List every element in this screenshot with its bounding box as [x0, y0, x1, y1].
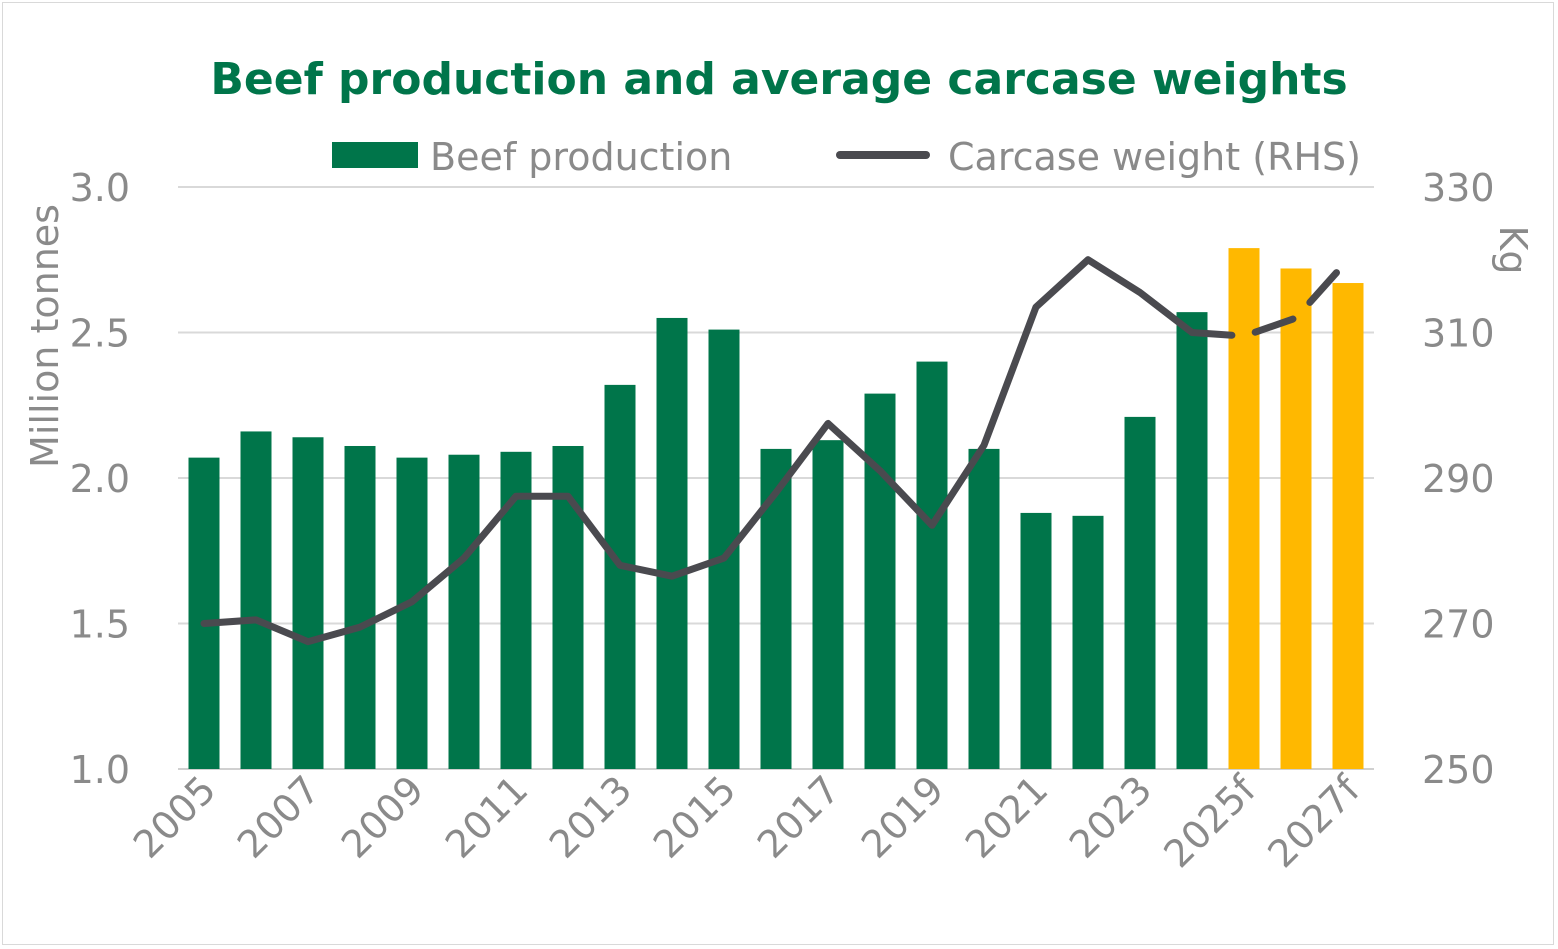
- bar-2010: [448, 454, 480, 769]
- carcase-weight-line: [200, 256, 1352, 646]
- bars: [188, 248, 1364, 770]
- y-tick-label-right: 310: [1422, 312, 1495, 356]
- bar-2025f: [1228, 248, 1260, 770]
- y-tick-label-left: 1.0: [70, 748, 130, 792]
- bar-2026f: [1280, 268, 1312, 769]
- bar-2017: [812, 440, 844, 769]
- y-axis-left-label: Million tonnes: [23, 204, 67, 468]
- x-tick-label: 2009: [333, 767, 433, 867]
- bar-2021: [1020, 512, 1052, 769]
- bar-2022: [1072, 515, 1104, 769]
- bar-2008: [344, 445, 376, 769]
- legend-swatch-beef-production: [332, 142, 418, 168]
- bar-2019: [916, 361, 948, 769]
- y-tick-label-right: 270: [1422, 603, 1495, 647]
- y-tick-label-right: 330: [1422, 166, 1495, 210]
- carcase-weight-line-forecast: [1188, 256, 1352, 340]
- bar-2027f: [1332, 283, 1364, 769]
- bar-2006: [240, 431, 272, 769]
- legend-label-beef-production: Beef production: [430, 135, 732, 179]
- y-tick-label-left: 2.0: [70, 457, 130, 501]
- legend-label-carcase-weight: Carcase weight (RHS): [948, 135, 1361, 179]
- y-tick-label-right: 250: [1422, 748, 1495, 792]
- x-tick-label: 2025f: [1155, 766, 1265, 876]
- x-tick-label: 2019: [853, 767, 953, 867]
- y-tick-label-right: 290: [1422, 457, 1495, 501]
- carcase-weight-line-actual: [200, 256, 1196, 646]
- y-tick-label-left: 1.5: [70, 603, 130, 647]
- bar-2018: [864, 393, 896, 769]
- x-tick-label: 2007: [229, 767, 329, 867]
- x-tick-label: 2023: [1061, 767, 1161, 867]
- x-tick-label: 2021: [957, 767, 1057, 867]
- x-axis-ticks: 2005 2007 2009 2011 2013 2015 2017 2019 2021 2023…: [125, 766, 1370, 876]
- x-tick-label: 2005: [125, 767, 225, 867]
- bar-2024: [1176, 312, 1208, 769]
- bar-2023: [1124, 416, 1156, 769]
- x-tick-label: 2017: [749, 767, 849, 867]
- y-tick-label-left: 2.5: [70, 312, 130, 356]
- bar-2007: [292, 437, 324, 769]
- x-tick-label: 2013: [541, 767, 641, 867]
- bar-2013: [604, 384, 636, 769]
- y-axis-left-ticks: 1.0 1.5 2.0 2.5 3.0: [70, 166, 130, 792]
- bar-2005: [188, 457, 220, 769]
- legend: Beef production Carcase weight (RHS): [332, 135, 1361, 179]
- bar-2020: [968, 448, 1000, 769]
- x-tick-label: 2015: [645, 767, 745, 867]
- x-tick-label: 2027f: [1259, 766, 1369, 876]
- bar-2009: [396, 457, 428, 769]
- y-tick-label-left: 3.0: [70, 166, 130, 210]
- y-axis-right-label: Kg: [1491, 225, 1535, 274]
- bar-2014: [656, 317, 688, 769]
- x-tick-label: 2011: [437, 767, 537, 867]
- chart-title: Beef production and average carcase weig…: [210, 54, 1347, 105]
- y-axis-right-ticks: 250 270 290 310 330: [1422, 166, 1495, 792]
